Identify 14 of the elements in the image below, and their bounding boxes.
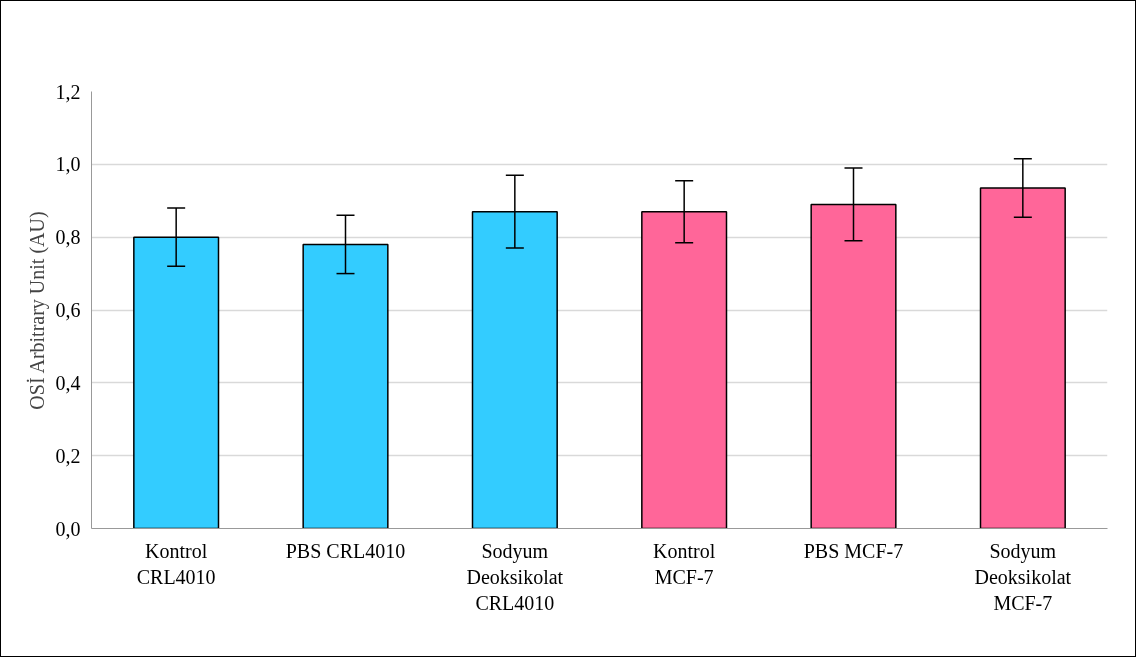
- x-tick-label: Sodyum Deoksikolat MCF-7: [974, 539, 1072, 615]
- y-tick-label: 0,4: [55, 371, 81, 394]
- y-tick-label: 1,2: [55, 80, 81, 103]
- x-tick-label: Sodyum Deoksikolat CRL4010: [466, 539, 564, 615]
- x-tick-label: Kontrol MCF-7: [653, 539, 716, 588]
- y-tick-label: 0,8: [55, 226, 81, 249]
- y-axis-title: OSİ Arbitrary Unit (AU): [25, 211, 49, 410]
- y-tick-label: 0,2: [55, 444, 81, 467]
- y-tick-label: 0,0: [55, 517, 81, 540]
- x-tick-label: Kontrol CRL4010: [136, 539, 216, 588]
- x-tick-label: PBS CRL4010: [285, 539, 406, 562]
- x-tick-label: PBS MCF-7: [803, 539, 904, 562]
- y-tick-label: 0,6: [55, 299, 81, 321]
- y-tick-label: 1,0: [55, 153, 81, 176]
